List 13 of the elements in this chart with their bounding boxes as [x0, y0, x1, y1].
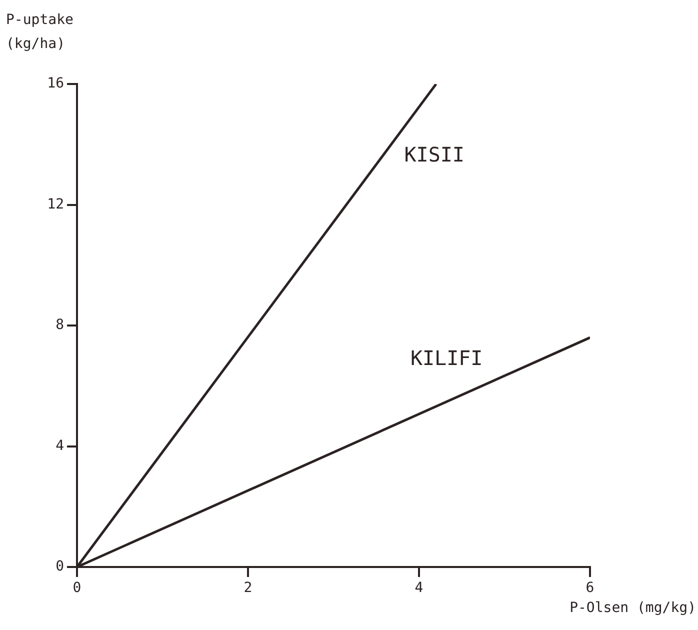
x-tick-label: 4 [414, 580, 424, 596]
y-tick-label: 12 [47, 196, 64, 212]
x-tick-label: 0 [72, 580, 82, 596]
series-label: KILIFI [410, 346, 483, 370]
y-tick-label: 16 [47, 76, 64, 92]
x-tick-label: 2 [244, 580, 252, 596]
y-tick-label: 0 [56, 558, 64, 575]
series-label: KISII [404, 142, 464, 167]
x-tick-label: 6 [586, 580, 594, 596]
x-axis-title: P-Olsen (mg/kg) [570, 600, 696, 616]
y-tick-label: 4 [56, 438, 64, 454]
y-axis-title: P-uptake (kg/ha) [6, 11, 74, 54]
y-tick-label: 8 [56, 317, 64, 334]
